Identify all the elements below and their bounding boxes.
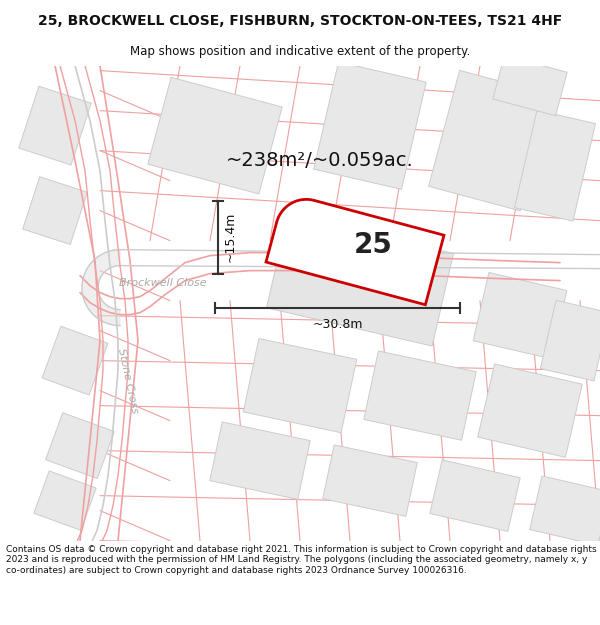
Polygon shape: [473, 272, 567, 359]
Polygon shape: [530, 476, 600, 545]
Text: 25, BROCKWELL CLOSE, FISHBURN, STOCKTON-ON-TEES, TS21 4HF: 25, BROCKWELL CLOSE, FISHBURN, STOCKTON-…: [38, 14, 562, 28]
Polygon shape: [364, 351, 476, 440]
Polygon shape: [478, 364, 582, 458]
Polygon shape: [148, 78, 282, 194]
Polygon shape: [19, 86, 91, 165]
Polygon shape: [430, 460, 520, 531]
Polygon shape: [210, 422, 310, 499]
Polygon shape: [82, 249, 120, 326]
Polygon shape: [42, 326, 108, 395]
Text: Map shows position and indicative extent of the property.: Map shows position and indicative extent…: [130, 46, 470, 58]
Text: Brockwell Close: Brockwell Close: [119, 278, 207, 288]
Text: 25: 25: [353, 231, 392, 259]
Text: ~238m²/~0.059ac.: ~238m²/~0.059ac.: [226, 151, 414, 170]
Polygon shape: [314, 62, 426, 189]
Text: Stone Cross: Stone Cross: [116, 347, 140, 414]
Polygon shape: [34, 471, 96, 531]
Polygon shape: [266, 199, 444, 305]
Polygon shape: [515, 110, 595, 221]
Text: ~15.4m: ~15.4m: [224, 212, 237, 262]
Polygon shape: [243, 339, 357, 432]
Polygon shape: [323, 445, 417, 516]
Polygon shape: [493, 56, 567, 116]
Polygon shape: [23, 177, 87, 244]
Text: ~30.8m: ~30.8m: [312, 318, 363, 331]
Polygon shape: [541, 301, 600, 381]
Polygon shape: [428, 71, 551, 211]
Polygon shape: [46, 412, 115, 479]
Text: Contains OS data © Crown copyright and database right 2021. This information is : Contains OS data © Crown copyright and d…: [6, 545, 596, 574]
Polygon shape: [266, 215, 454, 346]
